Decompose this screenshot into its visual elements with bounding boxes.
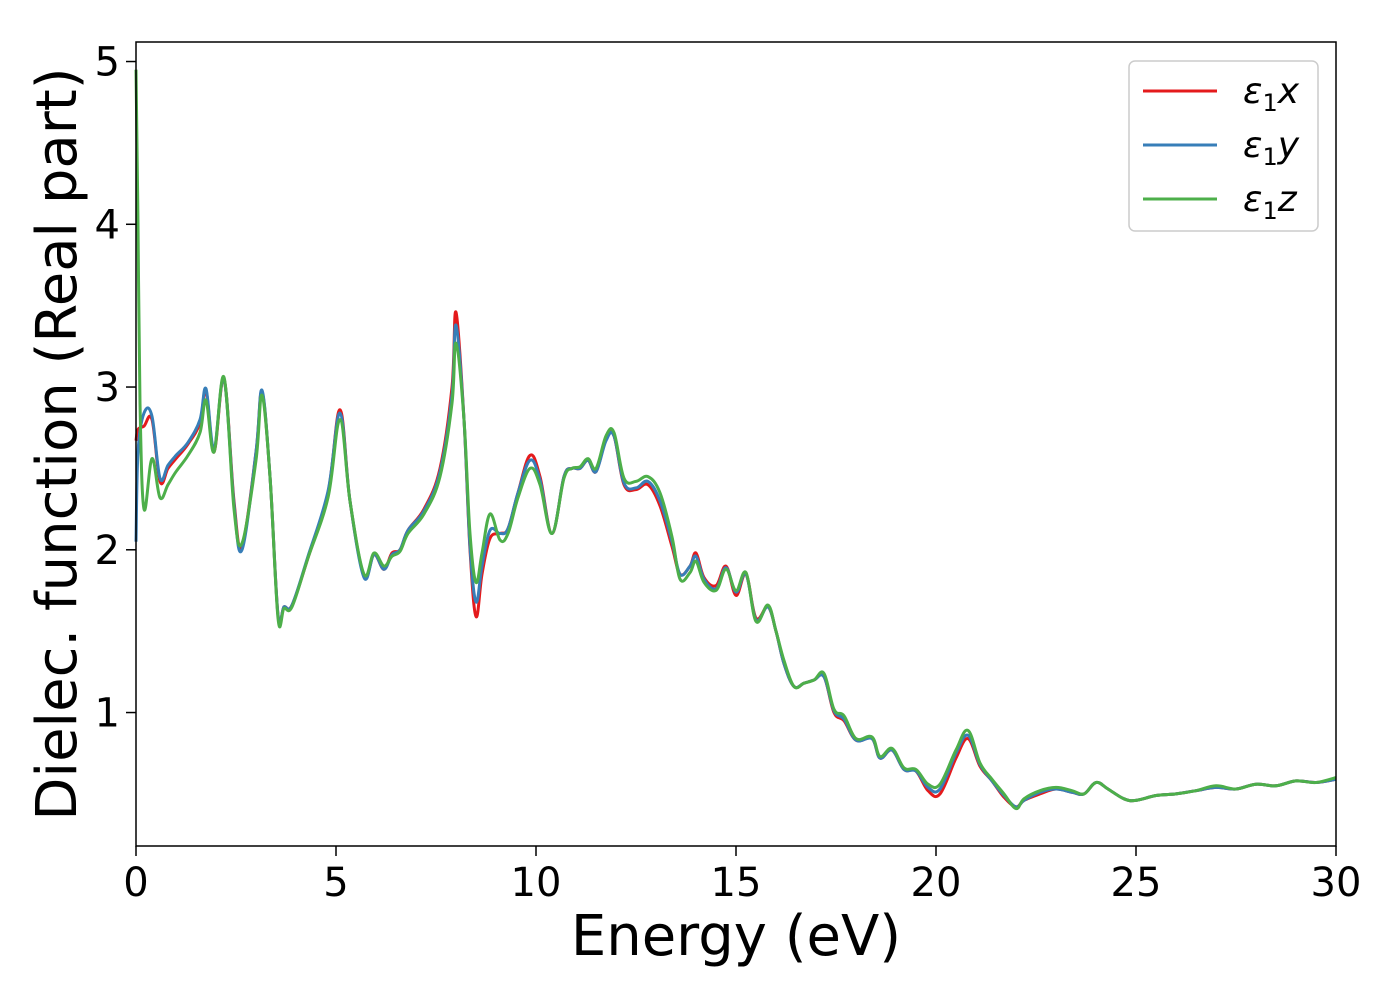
series-layer <box>134 69 1337 811</box>
y-tick-label: 5 <box>95 40 120 86</box>
legend-label: ε1y <box>1243 125 1300 171</box>
y-axis: 1 2 3 4 5 <box>95 40 136 737</box>
legend-label: ε1x <box>1243 71 1300 117</box>
legend-box <box>1128 60 1319 232</box>
y-tick-label: 4 <box>95 202 120 248</box>
series-line-x <box>134 310 1337 809</box>
legend-label: ε1z <box>1243 179 1298 225</box>
x-axis-title: Energy (eV) <box>571 904 901 969</box>
y-tick-label: 3 <box>95 365 120 411</box>
x-tick-label: 0 <box>123 860 148 906</box>
y-tick-label: 2 <box>95 528 120 574</box>
x-axis: 0 5 10 15 20 25 30 <box>123 846 1361 906</box>
series-line-y <box>134 323 1337 809</box>
x-tick-label: 5 <box>323 860 348 906</box>
x-tick-label: 15 <box>711 860 762 906</box>
x-tick-label: 10 <box>511 860 562 906</box>
x-tick-label: 25 <box>1111 860 1162 906</box>
legend: ε1x ε1y ε1z <box>1128 60 1319 232</box>
y-axis-title: Dielec. function (Real part) <box>25 67 90 820</box>
y-tick-label: 1 <box>95 691 120 737</box>
x-tick-label: 30 <box>1311 860 1362 906</box>
x-tick-label: 20 <box>911 860 962 906</box>
series-line-z <box>134 69 1337 811</box>
